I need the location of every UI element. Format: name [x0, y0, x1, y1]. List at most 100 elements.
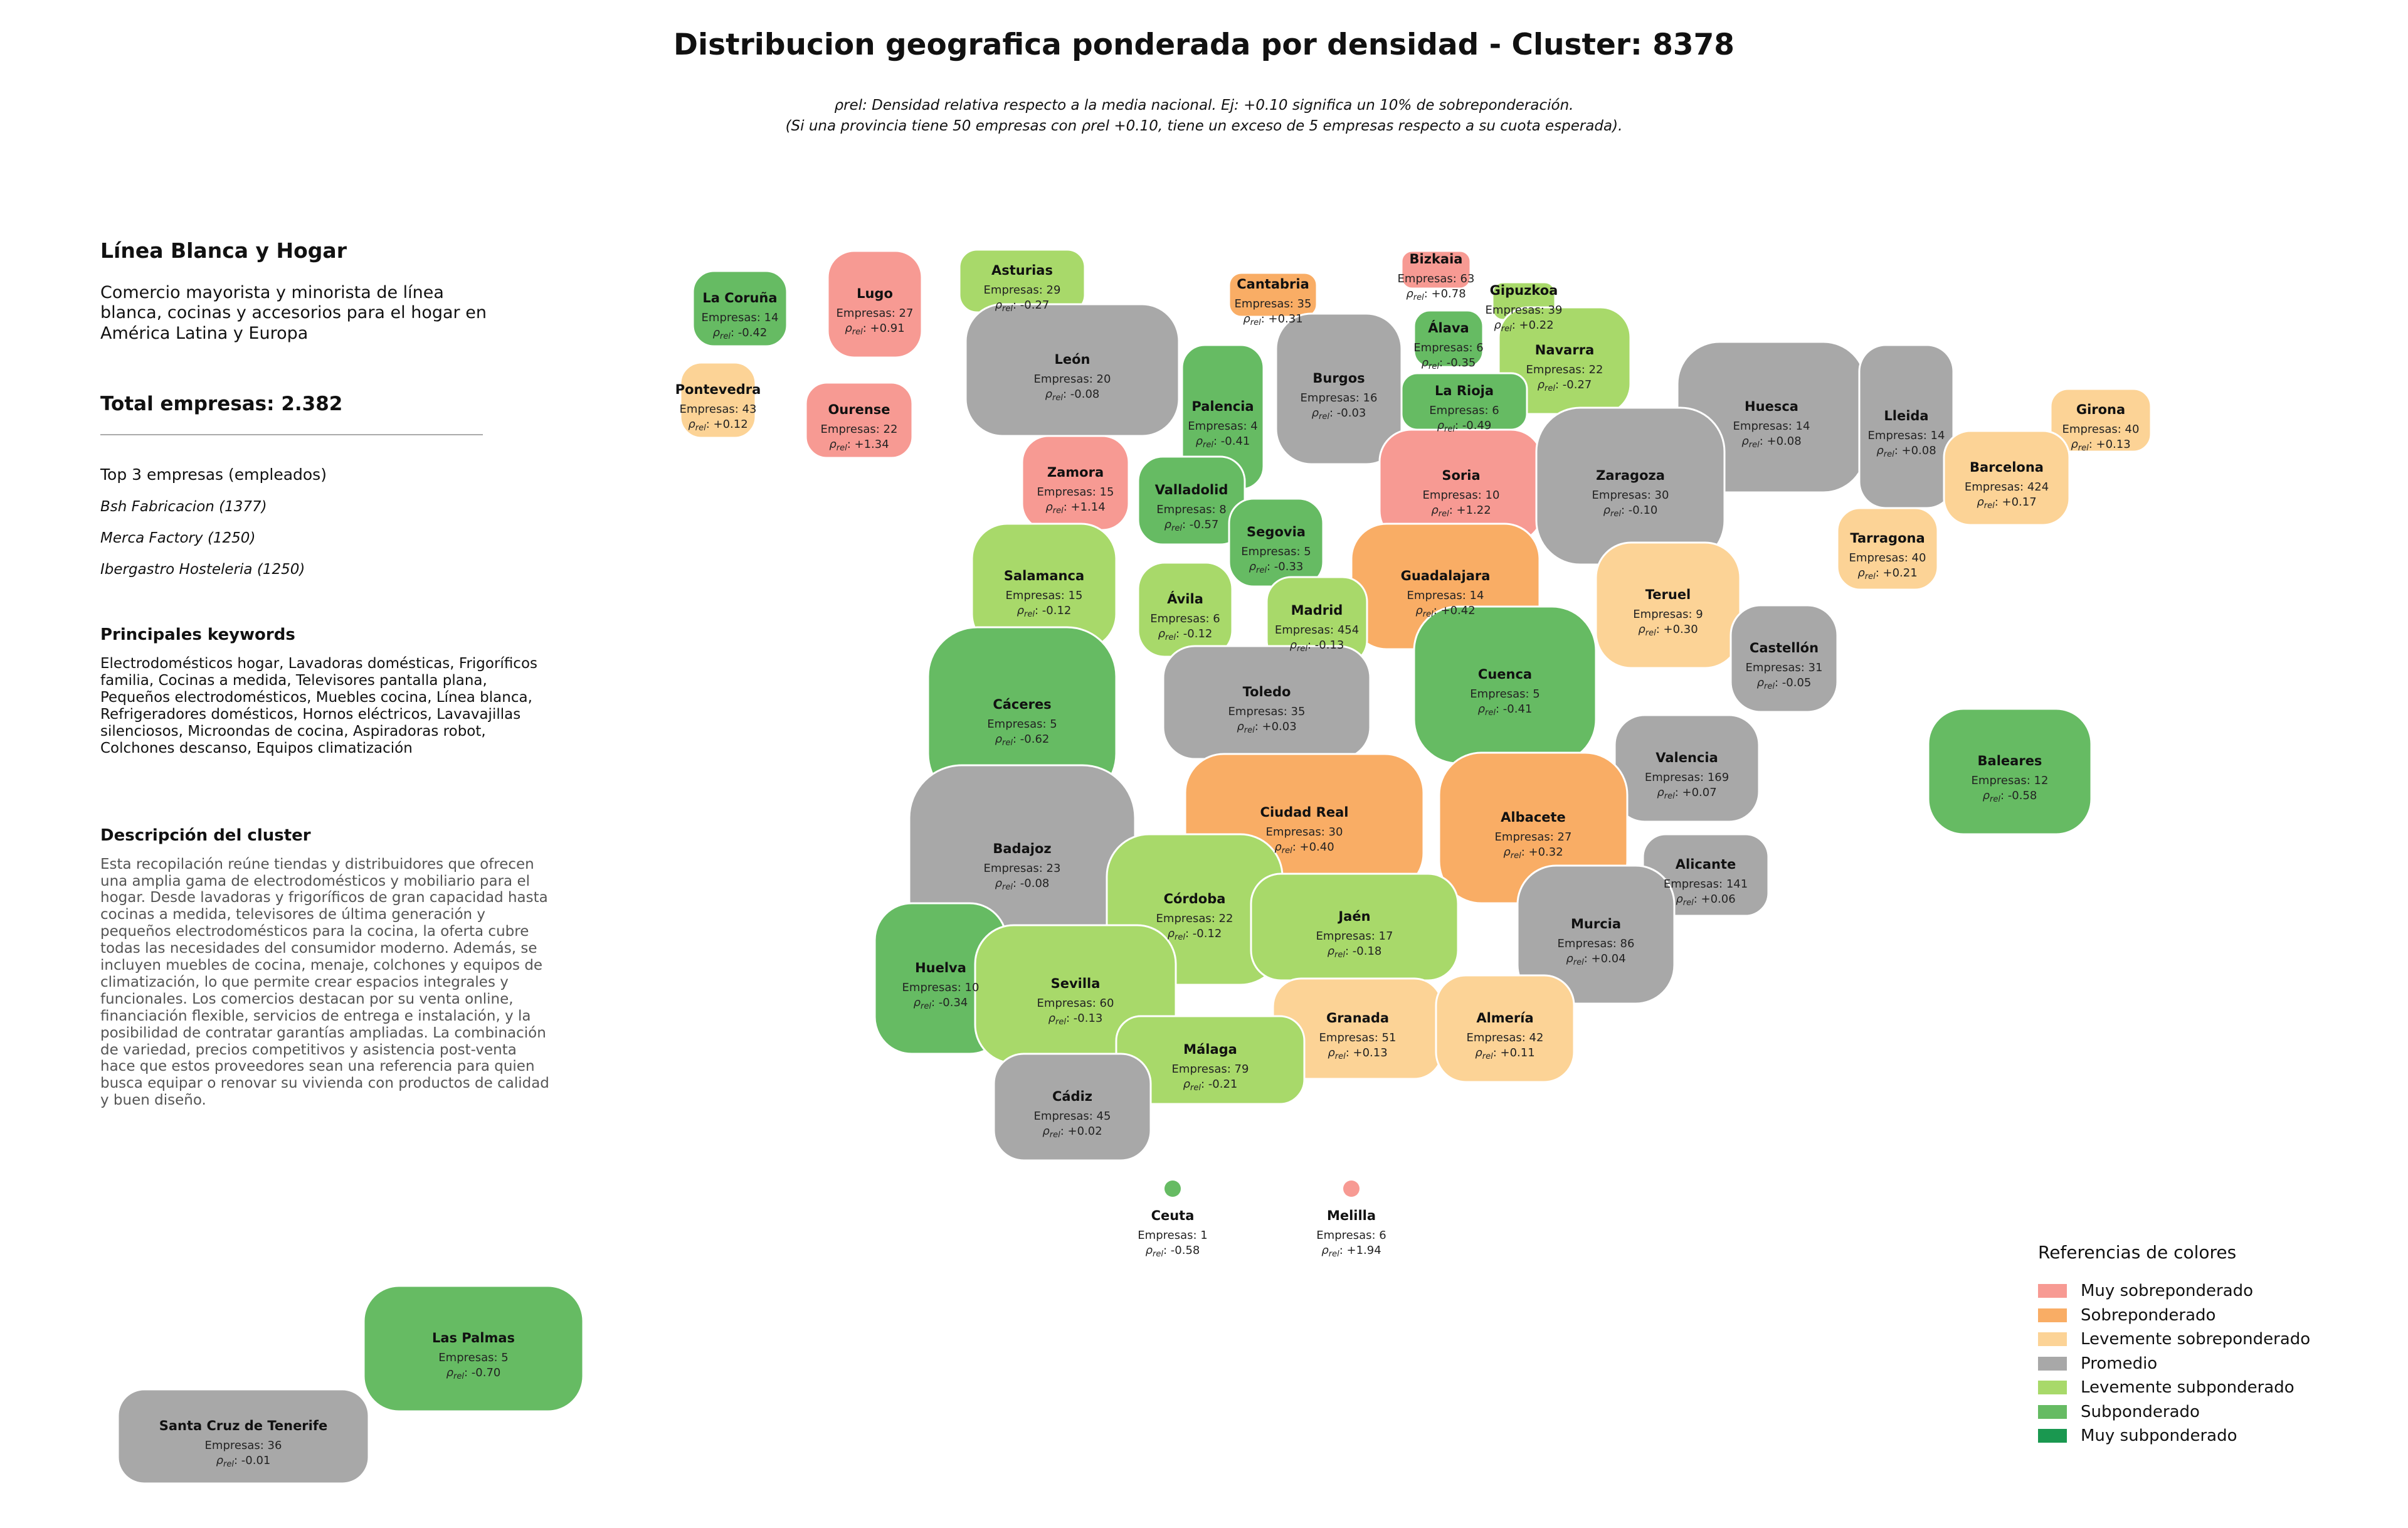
province-companies: Empresas: 79	[1172, 1063, 1249, 1076]
province-companies: Empresas: 454	[1275, 623, 1359, 637]
province-name: Badajoz	[993, 841, 1051, 856]
province-companies: Empresas: 1	[1138, 1229, 1207, 1242]
province-companies: Empresas: 27	[837, 307, 914, 320]
province-companies: Empresas: 5	[1241, 545, 1311, 558]
label-melilla: Melilla Empresas: 6 ρrel: +1.94	[1316, 1208, 1386, 1259]
province-companies: Empresas: 5	[1470, 687, 1539, 701]
region-girona	[2049, 388, 2152, 453]
label-huelva: Huelva Empresas: 10 ρrel: -0.34	[902, 960, 980, 1011]
province-name: Navarra	[1535, 342, 1595, 358]
label-badajoz: Badajoz Empresas: 23 ρrel: -0.08	[984, 841, 1061, 892]
subtitle-line-1: ρrel: Densidad relativa respecto a la me…	[834, 97, 1574, 114]
region-santa-cruz-de-tenerife	[117, 1388, 370, 1485]
region-baleares	[1927, 708, 2093, 836]
province-companies: Empresas: 17	[1316, 930, 1393, 943]
province-name: Madrid	[1291, 603, 1343, 618]
label-soria: Soria Empresas: 10 ρrel: +1.22	[1423, 468, 1500, 519]
province-companies: Empresas: 6	[1413, 341, 1483, 354]
province-companies: Empresas: 42	[1467, 1031, 1544, 1044]
province-name: La Rioja	[1435, 383, 1494, 398]
province-companies: Empresas: 15	[1006, 589, 1083, 602]
province-rho: ρrel: -0.21	[1183, 1078, 1238, 1093]
province-companies: Empresas: 30	[1592, 489, 1669, 502]
region-lleida	[1858, 344, 1955, 509]
province-name: Castellón	[1750, 640, 1819, 655]
province-rho: ρrel: -0.57	[1164, 518, 1219, 533]
legend-item-muy-subponderado: Muy subponderado	[2038, 1424, 2389, 1448]
province-rho: ρrel: +1.94	[1321, 1244, 1381, 1259]
region-castellon	[1729, 604, 1839, 713]
province-rho: ρrel: +0.08	[1876, 444, 1936, 459]
province-name: Lugo	[857, 286, 893, 301]
cluster-description-text: Esta recopilación reúne tiendas y distri…	[100, 856, 549, 1109]
province-rho: ρrel: +1.34	[829, 438, 889, 453]
label-alava: Álava Empresas: 6 ρrel: -0.35	[1413, 320, 1483, 371]
label-albacete: Albacete Empresas: 27 ρrel: +0.32	[1495, 810, 1572, 861]
label-zaragoza: Zaragoza Empresas: 30 ρrel: -0.10	[1592, 468, 1669, 519]
region-lugo	[826, 250, 923, 359]
province-rho: ρrel: +0.21	[1857, 566, 1917, 581]
province-name: Segovia	[1247, 524, 1306, 539]
province-companies: Empresas: 40	[2062, 423, 2140, 436]
province-rho: ρrel: -0.35	[1422, 356, 1476, 371]
label-ourense: Ourense Empresas: 22 ρrel: +1.34	[821, 402, 898, 453]
province-companies: Empresas: 36	[205, 1439, 282, 1452]
label-pontevedra: Pontevedra Empresas: 43 ρrel: +0.12	[675, 382, 761, 433]
province-companies: Empresas: 35	[1235, 297, 1312, 310]
legend-item-muy-sobreponderado: Muy sobreponderado	[2038, 1279, 2389, 1303]
legend-swatch	[2038, 1308, 2067, 1322]
province-companies: Empresas: 14	[1868, 429, 1945, 442]
province-companies: Empresas: 424	[1965, 480, 2049, 494]
province-rho: ρrel: -0.27	[1538, 378, 1592, 393]
province-rho: ρrel: -0.10	[1603, 504, 1658, 519]
province-companies: Empresas: 4	[1188, 420, 1257, 433]
label-caceres: Cáceres Empresas: 5 ρrel: -0.62	[987, 697, 1057, 748]
province-regions	[117, 248, 2152, 1485]
province-rho: ρrel: -0.13	[1290, 639, 1344, 654]
label-segovia: Segovia Empresas: 5 ρrel: -0.33	[1241, 524, 1311, 575]
legend-swatch	[2038, 1332, 2067, 1347]
top3-item: Bsh Fabricacion (1377)	[100, 499, 267, 516]
province-name: Cuenca	[1478, 667, 1532, 682]
label-ciudad-real: Ciudad Real Empresas: 30 ρrel: +0.40	[1260, 805, 1349, 856]
legend-items: Muy sobreponderado Sobreponderado Levement…	[2038, 1279, 2389, 1448]
region-las-palmas	[362, 1285, 584, 1413]
province-name: Barcelona	[1970, 460, 2044, 475]
province-name: Teruel	[1645, 587, 1691, 602]
province-rho: ρrel: -0.12	[1158, 627, 1213, 642]
label-lleida: Lleida Empresas: 14 ρrel: +0.08	[1868, 408, 1945, 459]
province-rho: ρrel: +0.03	[1237, 720, 1296, 735]
province-companies: Empresas: 35	[1228, 705, 1306, 718]
province-rho: ρrel: +0.02	[1042, 1125, 1102, 1140]
color-legend: Referencias de colores Muy sobreponderad…	[2038, 1242, 2389, 1448]
province-rho: ρrel: +0.40	[1274, 841, 1334, 856]
legend-swatch	[2038, 1284, 2067, 1298]
province-companies: Empresas: 40	[1849, 551, 1926, 565]
legend-swatch	[2038, 1356, 2067, 1371]
region-murcia	[1516, 864, 1676, 1005]
province-rho: ρrel: -0.12	[1017, 604, 1072, 619]
province-companies: Empresas: 27	[1495, 830, 1572, 844]
province-name: Ávila	[1167, 591, 1203, 607]
label-jaen: Jaén Empresas: 17 ρrel: -0.18	[1316, 909, 1393, 960]
label-girona: Girona Empresas: 40 ρrel: +0.13	[2062, 402, 2140, 453]
label-alicante: Alicante Empresas: 141 ρrel: +0.06	[1664, 857, 1748, 908]
label-santa-cruz-de-tenerife: Santa Cruz de Tenerife Empresas: 36 ρrel: …	[159, 1418, 328, 1469]
divider	[100, 434, 483, 436]
province-name: Salamanca	[1004, 568, 1084, 583]
label-valladolid: Valladolid Empresas: 8 ρrel: -0.57	[1155, 482, 1228, 533]
sector-description: Comercio mayorista y minorista de línea …	[100, 283, 487, 343]
province-rho: ρrel: -0.18	[1328, 945, 1382, 960]
label-barcelona: Barcelona Empresas: 424 ρrel: +0.17	[1965, 460, 2049, 511]
province-rho: ρrel: -0.41	[1478, 703, 1533, 718]
province-name: Lleida	[1884, 408, 1928, 423]
province-companies: Empresas: 5	[438, 1351, 508, 1364]
keywords-text: Electrodomésticos hogar, Lavadoras domés…	[100, 655, 538, 756]
province-rho: ρrel: -0.27	[995, 299, 1050, 314]
province-companies: Empresas: 10	[1423, 489, 1500, 502]
label-cordoba: Córdoba Empresas: 22 ρrel: -0.12	[1156, 891, 1233, 942]
province-name: Álava	[1428, 320, 1469, 336]
region-avila	[1137, 561, 1233, 658]
province-name: Zaragoza	[1596, 468, 1665, 483]
